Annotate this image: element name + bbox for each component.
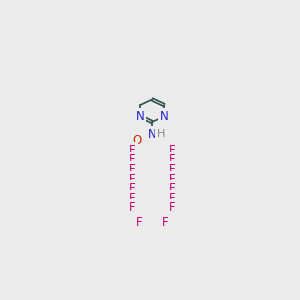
Text: O: O (133, 134, 142, 147)
Text: F: F (168, 201, 175, 214)
Text: F: F (129, 192, 136, 205)
Text: F: F (168, 172, 175, 186)
Text: F: F (168, 192, 175, 205)
Text: F: F (129, 154, 136, 166)
Text: F: F (168, 144, 175, 157)
Text: F: F (129, 182, 136, 195)
Text: F: F (136, 216, 143, 229)
Text: F: F (161, 216, 168, 229)
Text: H: H (157, 129, 165, 139)
Text: F: F (168, 154, 175, 166)
Text: F: F (129, 144, 136, 157)
Text: F: F (129, 201, 136, 214)
Text: N: N (160, 110, 169, 123)
Text: N: N (148, 128, 157, 141)
Text: F: F (129, 172, 136, 186)
Text: N: N (136, 110, 145, 123)
Text: F: F (168, 163, 175, 176)
Text: F: F (168, 182, 175, 195)
Text: F: F (129, 163, 136, 176)
